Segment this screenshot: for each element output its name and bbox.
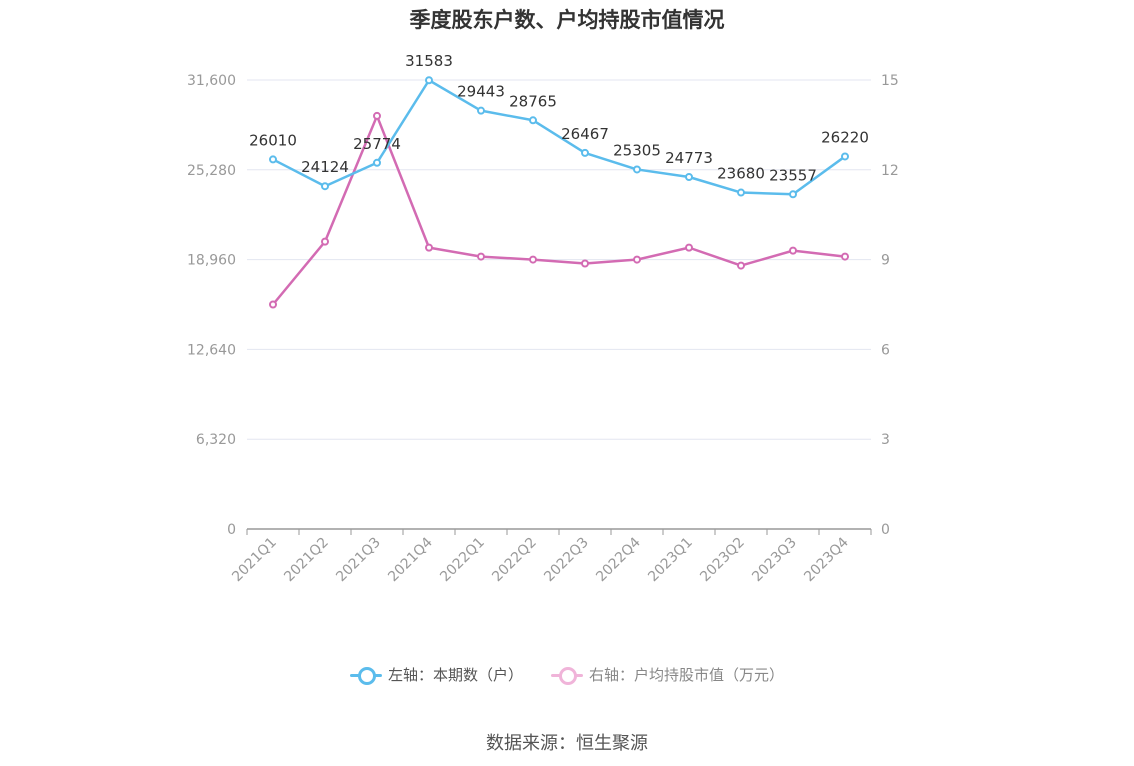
x-tick-label: 2021Q4 — [385, 534, 436, 585]
right-tick-label: 9 — [881, 253, 890, 269]
x-tick-label: 2023Q3 — [749, 535, 800, 586]
legend-item-right[interactable]: 右轴：户均持股市值（万元） — [551, 664, 784, 685]
data-label: 29443 — [457, 83, 505, 101]
x-tick-label: 2022Q4 — [593, 534, 644, 585]
data-label: 26010 — [249, 131, 297, 149]
left-tick-label: 12,640 — [187, 342, 236, 358]
data-label: 28765 — [509, 92, 557, 110]
x-tick-label: 2023Q1 — [645, 535, 696, 586]
series-right-point[interactable] — [737, 261, 745, 270]
right-tick-label: 0 — [881, 522, 890, 538]
series-right-line — [272, 114, 846, 306]
series-right-point[interactable] — [685, 243, 693, 252]
x-tick-label: 2023Q4 — [801, 534, 852, 585]
x-tick-label: 2022Q3 — [541, 535, 592, 586]
series-left-point[interactable] — [685, 173, 693, 182]
series-left-point[interactable] — [581, 148, 589, 157]
series-left-point[interactable] — [373, 158, 381, 167]
left-tick-label: 18,960 — [187, 253, 236, 269]
x-tick-label: 2022Q1 — [437, 535, 488, 586]
source-note: 数据来源：恒生聚源 — [486, 733, 648, 754]
left-tick-label: 0 — [227, 522, 236, 538]
legend-label-left: 左轴：本期数（户） — [387, 666, 523, 684]
series-right-point[interactable] — [477, 252, 485, 261]
data-label: 23557 — [769, 166, 817, 184]
series-right-point[interactable] — [581, 259, 589, 268]
x-tick-label: 2021Q3 — [333, 535, 384, 586]
series-left-point[interactable] — [737, 188, 745, 197]
left-tick-label: 31,600 — [187, 73, 236, 89]
right-tick-label: 12 — [881, 163, 899, 179]
legend-swatch-right-icon — [551, 666, 583, 685]
series-right-point[interactable] — [425, 243, 433, 252]
series-left-point[interactable] — [841, 152, 849, 161]
x-tick-label: 2021Q2 — [281, 535, 332, 586]
data-label: 24773 — [665, 149, 713, 167]
grid-lines — [247, 79, 871, 440]
x-tick-label: 2023Q2 — [697, 535, 748, 586]
series-left — [269, 76, 849, 199]
chart-title: 季度股东户数、户均持股市值情况 — [409, 8, 725, 32]
x-axis — [246, 528, 872, 535]
series-right — [269, 111, 849, 309]
series-left-point[interactable] — [269, 155, 277, 164]
series-left-point[interactable] — [477, 106, 485, 115]
data-label: 26220 — [821, 128, 869, 146]
right-tick-label: 15 — [881, 73, 899, 89]
data-label: 23680 — [717, 165, 765, 183]
series-right-point[interactable] — [321, 237, 329, 246]
series-left-point[interactable] — [789, 190, 797, 199]
series-left-line — [272, 78, 846, 196]
x-tick-label: 2022Q2 — [489, 535, 540, 586]
legend-swatch-left-icon — [349, 666, 382, 685]
legend: 左轴：本期数（户） 右轴：户均持股市值（万元） — [0, 664, 1134, 685]
series-right-point[interactable] — [373, 111, 381, 120]
x-tick-label: 2021Q1 — [229, 535, 280, 586]
left-tick-label: 25,280 — [187, 163, 236, 179]
series-left-point[interactable] — [425, 76, 433, 85]
data-label: 26467 — [561, 125, 609, 143]
right-tick-label: 6 — [881, 342, 890, 358]
series-left-point[interactable] — [529, 116, 537, 125]
series-right-point[interactable] — [633, 255, 641, 264]
data-label: 31583 — [405, 52, 453, 70]
series-right-point[interactable] — [841, 252, 849, 261]
left-axis-ticks: 0 6,320 12,640 18,960 25,280 31,600 — [187, 73, 236, 538]
x-axis-ticks: 2021Q1 2021Q2 2021Q3 2021Q4 2022Q1 2022Q2 2022… — [229, 534, 852, 585]
right-axis-ticks: 0 3 6 9 12 15 — [881, 73, 899, 538]
series-right-point[interactable] — [269, 300, 277, 309]
legend-item-left[interactable]: 左轴：本期数（户） — [349, 664, 523, 685]
series-left-point[interactable] — [321, 182, 329, 191]
right-tick-label: 3 — [881, 432, 890, 448]
series-right-point[interactable] — [529, 255, 537, 264]
series-left-point[interactable] — [633, 165, 641, 174]
data-label: 25305 — [613, 141, 661, 159]
data-label: 25774 — [353, 135, 401, 153]
series-right-point[interactable] — [789, 246, 797, 255]
legend-label-right: 右轴：户均持股市值（万元） — [589, 666, 785, 684]
left-tick-label: 6,320 — [196, 432, 236, 448]
data-label: 24124 — [301, 158, 349, 176]
